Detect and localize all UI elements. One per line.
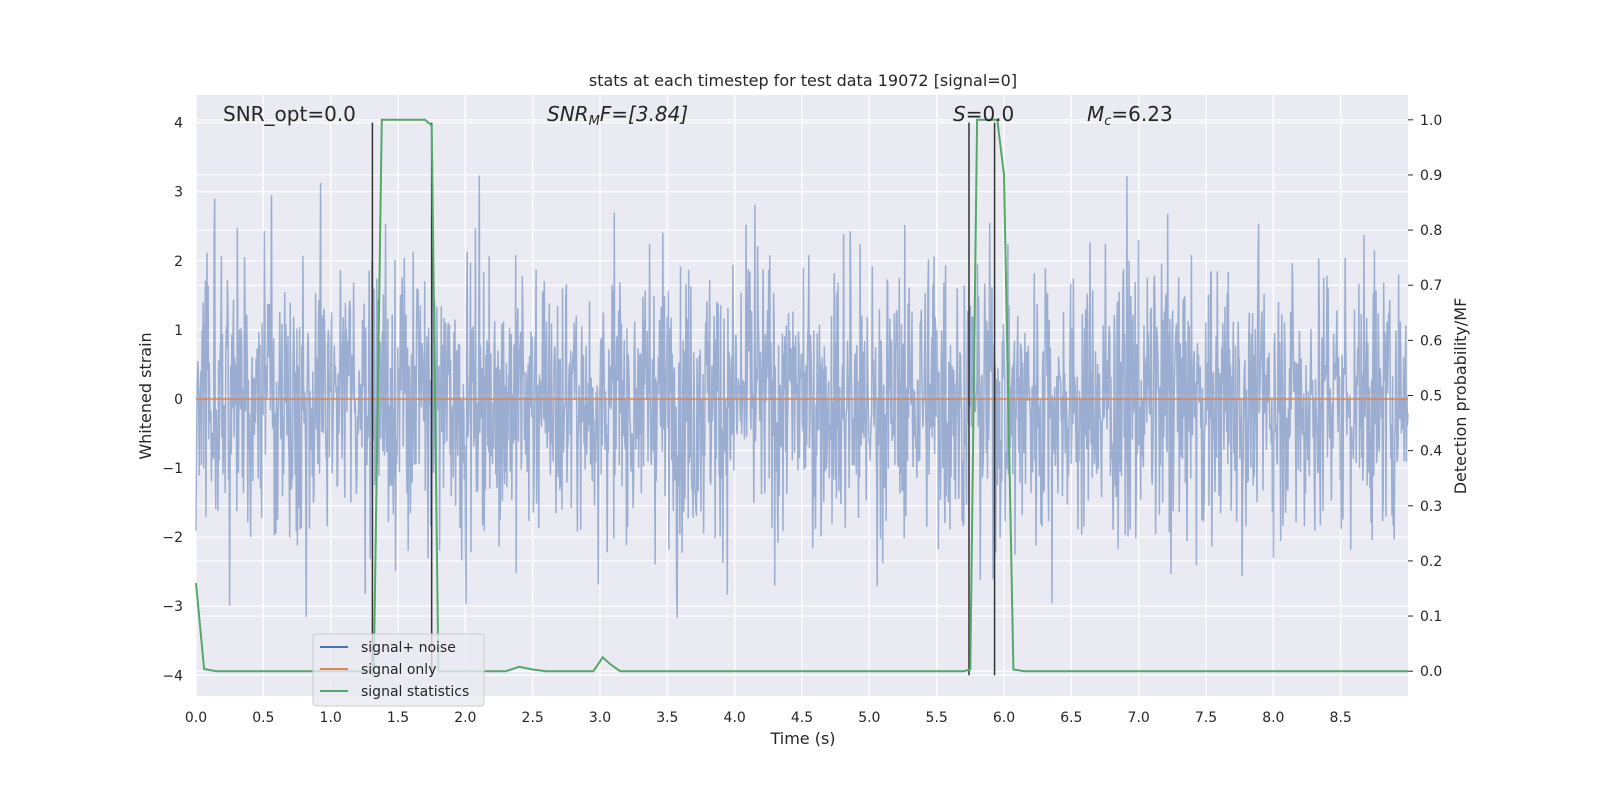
y-right-tick-label: 0.1	[1420, 609, 1442, 625]
y-axis-right-label: Detection probability/MF	[1451, 298, 1470, 495]
legend: signal+ noise signal only signal statist…	[312, 633, 485, 707]
y-left-tick-label: 0	[174, 392, 183, 408]
statistics-line	[195, 118, 1408, 673]
y-axis-left-ticks: 4 3 2 1 0 −1 −2 −3 −4	[162, 116, 183, 685]
series-signal-noise	[195, 175, 1409, 618]
y-left-tick-label: 1	[174, 323, 183, 339]
x-tick-label: 3.0	[589, 710, 611, 726]
x-tick-label: 6.5	[1060, 710, 1082, 726]
chart-title: stats at each timestep for test data 190…	[589, 71, 1017, 90]
legend-label-signal-noise: signal+ noise	[361, 640, 456, 656]
y-axis-left-label: Whitened strain	[136, 332, 155, 459]
legend-label-signal-statistics: signal statistics	[361, 684, 469, 700]
y-left-tick-label: 3	[174, 185, 183, 201]
x-tick-label: 0.5	[252, 710, 274, 726]
x-tick-label: 7.5	[1195, 710, 1217, 726]
annotation-s: S=0.0	[953, 102, 1014, 126]
annotation-mc-rest: =6.23	[1111, 102, 1172, 126]
y-axis-right-ticks: 1.0 0.9 0.8 0.7 0.6 0.5 0.4 0.3 0.2 0.1 0.0	[1408, 113, 1442, 680]
x-tick-label: 2.0	[454, 710, 476, 726]
y-left-tick-label: −1	[162, 461, 183, 477]
y-right-tick-label: 0.6	[1420, 333, 1442, 349]
annotation-snr-opt: SNR_opt=0.0	[223, 102, 356, 126]
annotation-mc-sub: c	[1104, 114, 1111, 129]
x-tick-label: 2.5	[522, 710, 544, 726]
y-right-tick-label: 0.5	[1420, 389, 1442, 405]
x-tick-label: 5.0	[858, 710, 880, 726]
annotation-snr-mf: SNRMF=[3.84]	[547, 102, 688, 129]
x-tick-label: 6.0	[993, 710, 1015, 726]
y-right-tick-label: 0.2	[1420, 554, 1442, 570]
annotation-snr-mf-rest: F=[3.84]	[600, 102, 688, 126]
annotation-mc: Mc=6.23	[1087, 102, 1173, 129]
x-tick-label: 3.5	[656, 710, 678, 726]
x-tick-label: 0.0	[185, 710, 207, 726]
y-left-tick-label: 4	[174, 116, 183, 132]
annotation-s-rest: =0.0	[966, 102, 1015, 126]
y-right-tick-label: 0.7	[1420, 278, 1442, 294]
annotation-mc-main: M	[1087, 102, 1104, 126]
y-right-tick-label: 0.0	[1420, 664, 1442, 680]
x-tick-label: 8.5	[1330, 710, 1352, 726]
x-axis-ticks: 0.0 0.5 1.0 1.5 2.0 2.5 3.0 3.5 4.0 4.5 5.0 5.5 6.0 6…	[185, 710, 1352, 726]
x-tick-label: 5.5	[926, 710, 948, 726]
y-right-tick-label: 1.0	[1420, 113, 1442, 129]
legend-label-signal-only: signal only	[361, 662, 436, 678]
x-tick-label: 1.0	[320, 710, 342, 726]
x-tick-label: 8.0	[1262, 710, 1284, 726]
annotation-snr-mf-main: SNR	[547, 102, 589, 126]
x-tick-label: 4.5	[791, 710, 813, 726]
x-tick-label: 4.0	[724, 710, 746, 726]
vertical-markers	[371, 122, 996, 676]
annotation-s-main: S	[953, 102, 966, 126]
y-left-tick-label: −2	[162, 530, 183, 546]
y-right-tick-label: 0.3	[1420, 499, 1442, 515]
x-axis-label: Time (s)	[769, 729, 835, 748]
annotation-snr-mf-sub: M	[589, 114, 600, 129]
noise-trace	[195, 175, 1409, 618]
legend-box	[312, 633, 485, 707]
x-tick-label: 7.0	[1128, 710, 1150, 726]
y-left-tick-label: 2	[174, 254, 183, 270]
y-right-tick-label: 0.4	[1420, 444, 1442, 460]
series-signal-statistics	[195, 118, 1408, 673]
y-right-tick-label: 0.9	[1420, 168, 1442, 184]
y-left-tick-label: −4	[162, 668, 183, 684]
y-right-tick-label: 0.8	[1420, 223, 1442, 239]
y-left-tick-label: −3	[162, 599, 183, 615]
x-tick-label: 1.5	[387, 710, 409, 726]
